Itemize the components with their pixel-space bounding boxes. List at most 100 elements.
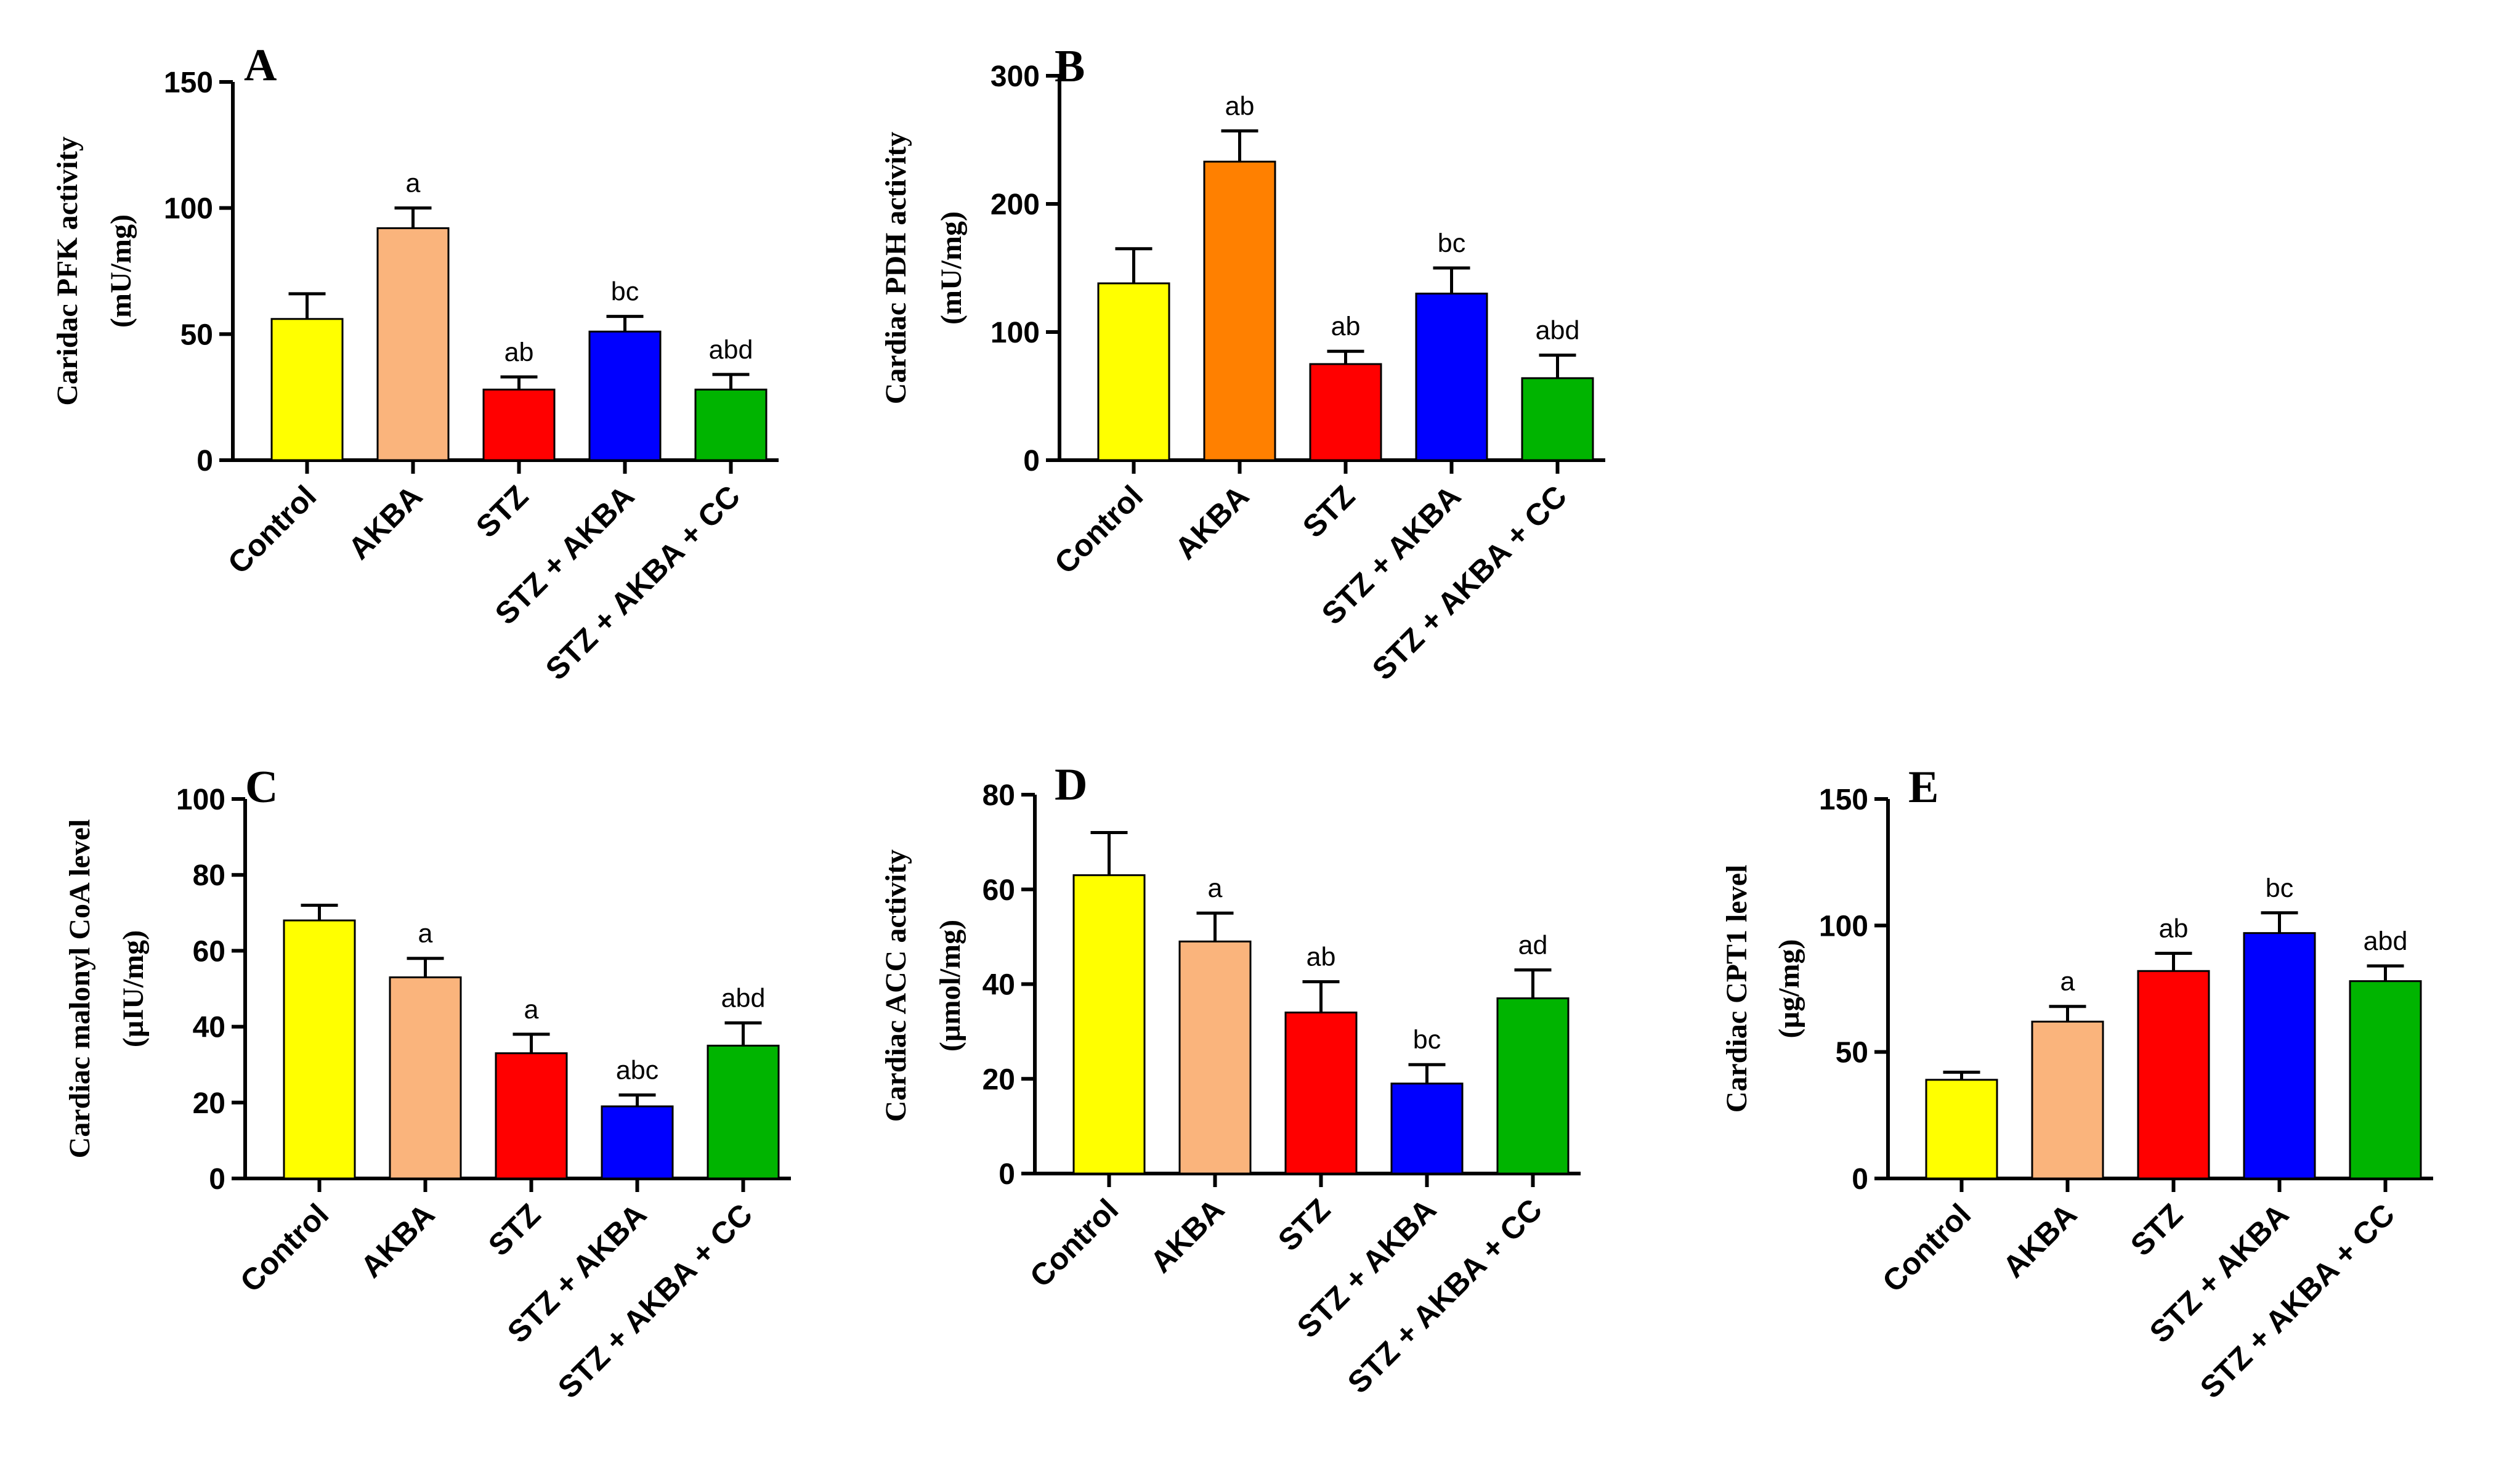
bar-stz-akba (601, 1105, 674, 1180)
category-label: STZ + AKBA + CC (2194, 1197, 2402, 1405)
y-tick-label: 200 (991, 189, 1040, 221)
category-label: STZ + AKBA + CC (539, 479, 747, 687)
category-label: STZ (482, 1197, 547, 1262)
y-tick-label: 100 (991, 317, 1040, 349)
y-axis-label: Cardiac PDH activity (880, 132, 912, 405)
bar-stz (1309, 363, 1382, 461)
category-label: Control (1876, 1197, 1977, 1299)
bar-stz-akba-cc (694, 388, 768, 461)
bar-stz (2137, 970, 2210, 1180)
category-label: STZ (1296, 479, 1361, 544)
category-label: AKBA (342, 479, 429, 566)
category-label: AKBA (1144, 1192, 1231, 1279)
bar-stz-akba-cc (1521, 377, 1594, 461)
category-label: Control (221, 479, 323, 580)
y-axis-label: Cardiac ACC activity (880, 850, 912, 1122)
bar-stz (495, 1052, 568, 1180)
y-tick-label: 60 (982, 874, 1015, 907)
category-label: STZ + AKBA + CC (1366, 479, 1574, 687)
bar-stz (482, 388, 556, 461)
bar-control (1097, 282, 1170, 461)
y-tick-label: 40 (193, 1012, 225, 1044)
significance-label: a (1208, 874, 1223, 903)
category-label: STZ (1271, 1192, 1337, 1257)
bar-stz-akba-cc (1496, 997, 1570, 1175)
category-label: Control (1048, 479, 1149, 580)
bar-akba (1178, 940, 1252, 1175)
category-label: STZ + AKBA + CC (1341, 1192, 1549, 1400)
bar-stz-akba (588, 330, 662, 461)
category-label: AKBA (1996, 1197, 2084, 1284)
y-axis-unit: (µg/mg) (1773, 939, 1805, 1039)
significance-label: abd (1536, 315, 1580, 345)
category-label: Control (233, 1197, 335, 1299)
bar-stz-akba-cc (2349, 980, 2422, 1180)
panel-letter: A (244, 40, 277, 91)
significance-label: abd (709, 335, 753, 365)
significance-label: ab (2159, 914, 2189, 944)
y-tick-label: 0 (209, 1163, 225, 1196)
category-label: AKBA (354, 1197, 442, 1284)
y-tick-label: 50 (180, 318, 213, 351)
y-tick-label: 80 (193, 859, 225, 892)
bar-stz-akba (1390, 1082, 1464, 1175)
bar-control (283, 919, 356, 1180)
significance-label: abd (2364, 927, 2408, 956)
y-tick-label: 150 (164, 67, 213, 99)
y-tick-label: 0 (1852, 1163, 1868, 1196)
significance-label: abc (616, 1055, 658, 1085)
significance-label: bc (611, 277, 639, 307)
y-tick-label: 0 (1023, 445, 1040, 477)
y-tick-label: 0 (999, 1158, 1015, 1191)
significance-label: a (406, 169, 421, 198)
y-axis-label: Caridac PFK activity (51, 136, 84, 405)
panel-letter: C (245, 762, 278, 813)
y-tick-label: 20 (193, 1087, 225, 1120)
y-axis-label: Cardiac malonyl CoA level (63, 819, 96, 1159)
y-tick-label: 0 (196, 445, 213, 477)
bar-control (1925, 1079, 1998, 1180)
y-tick-label: 50 (1836, 1037, 1868, 1069)
y-tick-label: 80 (982, 779, 1015, 812)
panel-letter: B (1055, 41, 1085, 92)
significance-label: a (2060, 967, 2075, 997)
significance-label: ab (1225, 91, 1255, 121)
bar-akba (389, 976, 462, 1180)
significance-label: ab (504, 338, 534, 367)
bar-stz (1284, 1012, 1358, 1175)
significance-label: ad (1518, 930, 1548, 960)
y-tick-label: 150 (1819, 784, 1868, 816)
bar-stz-akba (2243, 932, 2316, 1180)
significance-label: bc (1438, 229, 1465, 258)
y-axis-label: Cardiac CPT1 level (1720, 865, 1753, 1113)
panel-letter: D (1055, 760, 1087, 810)
bar-stz-akba-cc (707, 1044, 780, 1180)
category-label: Control (1023, 1192, 1125, 1294)
bar-control (270, 318, 344, 461)
y-tick-label: 100 (164, 193, 213, 225)
y-tick-label: 100 (1819, 910, 1868, 943)
significance-label: a (524, 995, 539, 1024)
bar-akba (2031, 1020, 2104, 1180)
significance-label: abd (721, 983, 766, 1013)
panel-letter: E (1908, 762, 1939, 813)
category-label: STZ + AKBA + CC (551, 1197, 760, 1405)
y-tick-label: 40 (982, 969, 1015, 1002)
significance-label: a (418, 919, 433, 949)
bar-akba (1203, 160, 1276, 461)
y-tick-label: 20 (982, 1063, 1015, 1096)
y-tick-label: 300 (991, 60, 1040, 93)
significance-label: ab (1331, 312, 1361, 341)
panel-c: 0 20 40 60 80 100 Control a AKBA a STZ abc STZ + AKB… (63, 762, 791, 1405)
y-axis-unit: (µmol/mg) (934, 920, 966, 1052)
category-label: STZ (469, 479, 535, 544)
y-tick-label: 100 (176, 784, 225, 816)
significance-label: bc (2266, 874, 2293, 903)
bar-akba (376, 227, 450, 461)
y-axis-unit: (µIU/mg) (117, 930, 150, 1047)
y-axis-unit: (mU/mg) (105, 214, 137, 328)
